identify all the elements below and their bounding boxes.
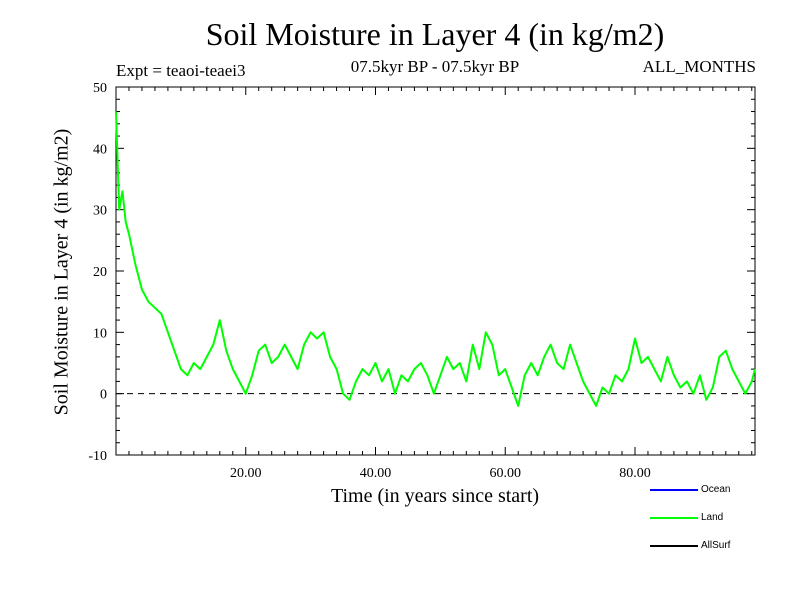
x-tick-label: 20.00 — [230, 466, 262, 481]
y-tick-label: 20 — [93, 265, 107, 280]
x-tick-label: 40.00 — [360, 466, 392, 481]
legend-label-allsurf: AllSurf — [701, 540, 731, 551]
period-label: ALL_MONTHS — [642, 57, 756, 76]
y-tick-label: 0 — [100, 388, 107, 403]
legend-label-ocean: Ocean — [701, 484, 731, 495]
y-tick-label: 30 — [93, 204, 107, 219]
plot-frame — [115, 86, 756, 456]
experiment-label: Expt = teaoi-teaei3 — [116, 61, 246, 80]
y-tick-label: -10 — [88, 449, 107, 464]
y-tick-label: 10 — [93, 326, 107, 341]
legend-label-land: Land — [701, 512, 724, 523]
chart-title: Soil Moisture in Layer 4 (in kg/m2) — [205, 16, 665, 52]
y-tick-label: 50 — [93, 81, 107, 96]
series-line-land — [115, 111, 756, 407]
chart-subtitle: 07.5kyr BP - 07.5kyr BP — [350, 57, 520, 76]
x-tick-label: 80.00 — [619, 466, 651, 481]
x-tick-label: 60.00 — [489, 466, 521, 481]
y-tick-label: 40 — [93, 142, 107, 157]
x-axis-label: Time (in years since start) — [330, 485, 540, 507]
